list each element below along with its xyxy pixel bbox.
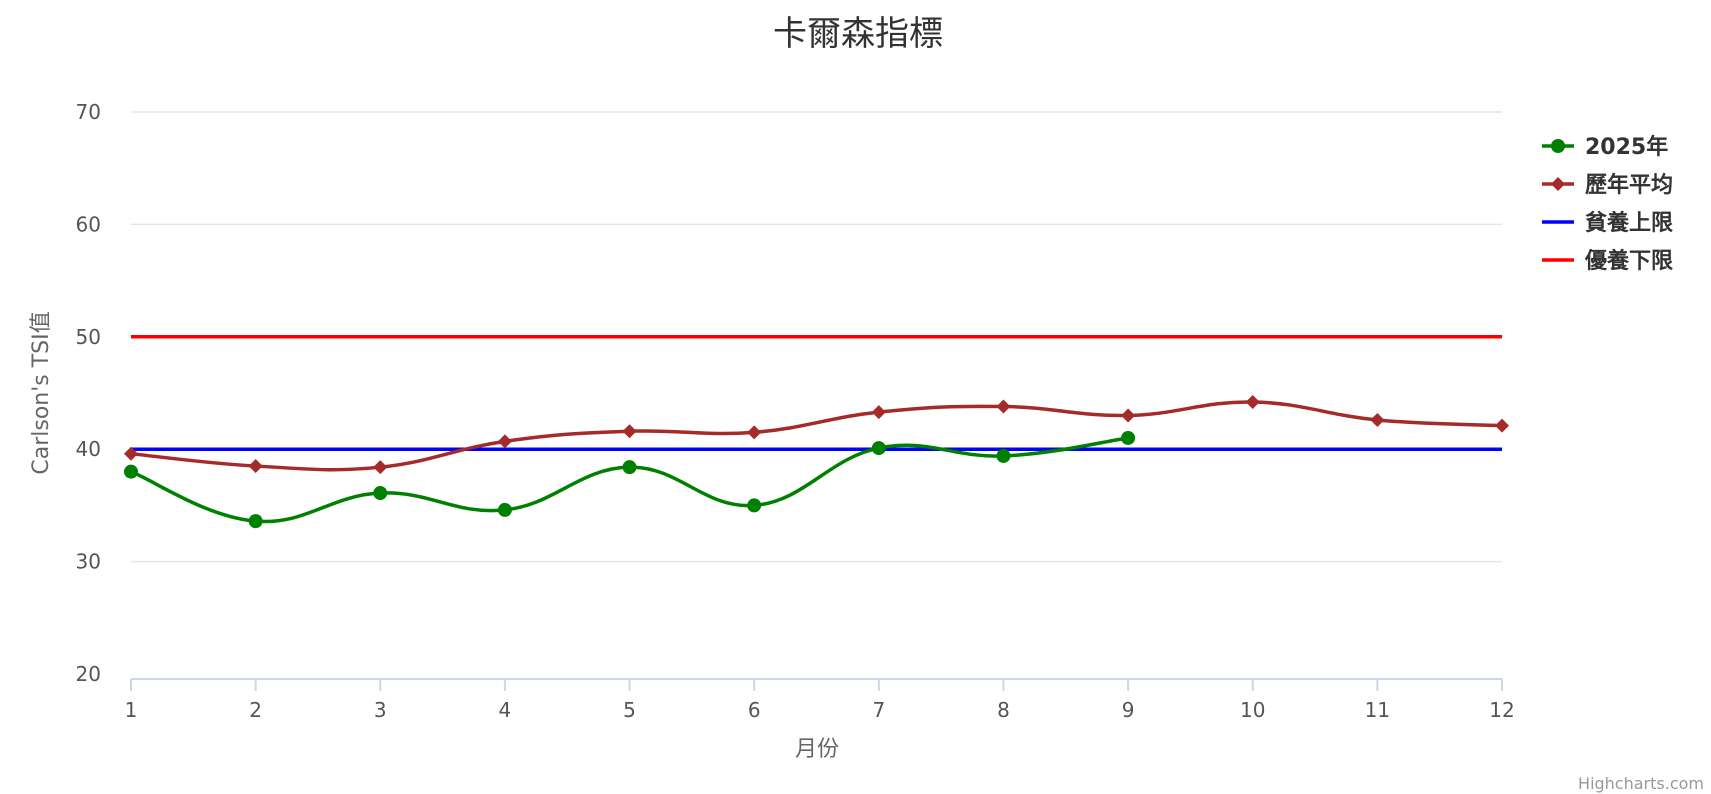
legend-label[interactable]: 歷年平均 (1585, 172, 1673, 198)
x-axis-title: 月份 (795, 737, 839, 762)
series-group (124, 335, 1509, 529)
legend-label[interactable]: 2025年 (1585, 134, 1668, 160)
data-point[interactable] (1245, 394, 1260, 409)
x-tick-label: 6 (748, 698, 761, 722)
x-tick-label: 3 (374, 698, 387, 722)
x-tick-label: 11 (1365, 698, 1390, 722)
y-tick-label: 70 (76, 100, 101, 124)
data-point[interactable] (747, 425, 762, 440)
data-point[interactable] (622, 460, 637, 475)
x-tick-label: 4 (499, 698, 512, 722)
legend-label[interactable]: 優養下限 (1584, 248, 1673, 274)
legend-marker (1551, 139, 1565, 153)
data-point[interactable] (1121, 430, 1136, 445)
series-1 (124, 394, 1509, 475)
data-point[interactable] (497, 434, 512, 449)
legend-item[interactable]: 歷年平均 (1542, 172, 1673, 198)
data-point[interactable] (871, 441, 886, 456)
data-point[interactable] (124, 464, 138, 479)
legend-label[interactable]: 貧養上限 (1585, 210, 1673, 236)
x-tick-label: 10 (1240, 698, 1265, 722)
y-tick-labels: 20 30 40 50 60 70 (76, 100, 101, 686)
data-point[interactable] (747, 498, 762, 513)
data-point[interactable] (248, 514, 263, 529)
legend-item[interactable]: 優養下限 (1542, 248, 1673, 274)
data-point[interactable] (124, 446, 138, 461)
data-point[interactable] (248, 459, 263, 474)
data-point[interactable] (871, 405, 886, 420)
y-tick-label: 60 (76, 212, 101, 236)
x-tick-label: 12 (1489, 698, 1514, 722)
series-0 (124, 430, 1136, 529)
data-point[interactable] (622, 424, 637, 439)
y-axis-title: Carlson's TSI值 (29, 311, 54, 474)
x-axis: 1 2 3 4 5 6 7 8 9 10 11 12 (125, 678, 1515, 722)
y-tick-label: 30 (76, 550, 101, 574)
legend-item[interactable]: 貧養上限 (1542, 210, 1673, 236)
y-tick-label: 20 (76, 662, 101, 686)
data-point[interactable] (996, 448, 1011, 463)
data-point[interactable] (996, 399, 1011, 414)
x-tick-label: 5 (623, 698, 636, 722)
data-point[interactable] (1370, 412, 1385, 427)
data-point[interactable] (497, 502, 512, 517)
x-tick-label: 8 (997, 698, 1010, 722)
data-point[interactable] (1121, 408, 1136, 423)
data-point[interactable] (373, 486, 388, 501)
data-point[interactable] (373, 460, 388, 475)
x-tick-label: 9 (1122, 698, 1135, 722)
y-tick-label: 40 (76, 437, 101, 461)
credits-link[interactable]: Highcharts.com (1578, 774, 1704, 793)
series-line (130, 400, 1503, 472)
x-tick-label: 7 (872, 698, 885, 722)
data-point[interactable] (1495, 418, 1509, 433)
x-tick-label: 1 (125, 698, 138, 722)
y-tick-label: 50 (76, 325, 101, 349)
legend-marker (1551, 177, 1565, 191)
x-tick-label: 2 (249, 698, 262, 722)
chart-title: 卡爾森指標 (773, 14, 943, 54)
legend-item[interactable]: 2025年 (1542, 134, 1668, 160)
